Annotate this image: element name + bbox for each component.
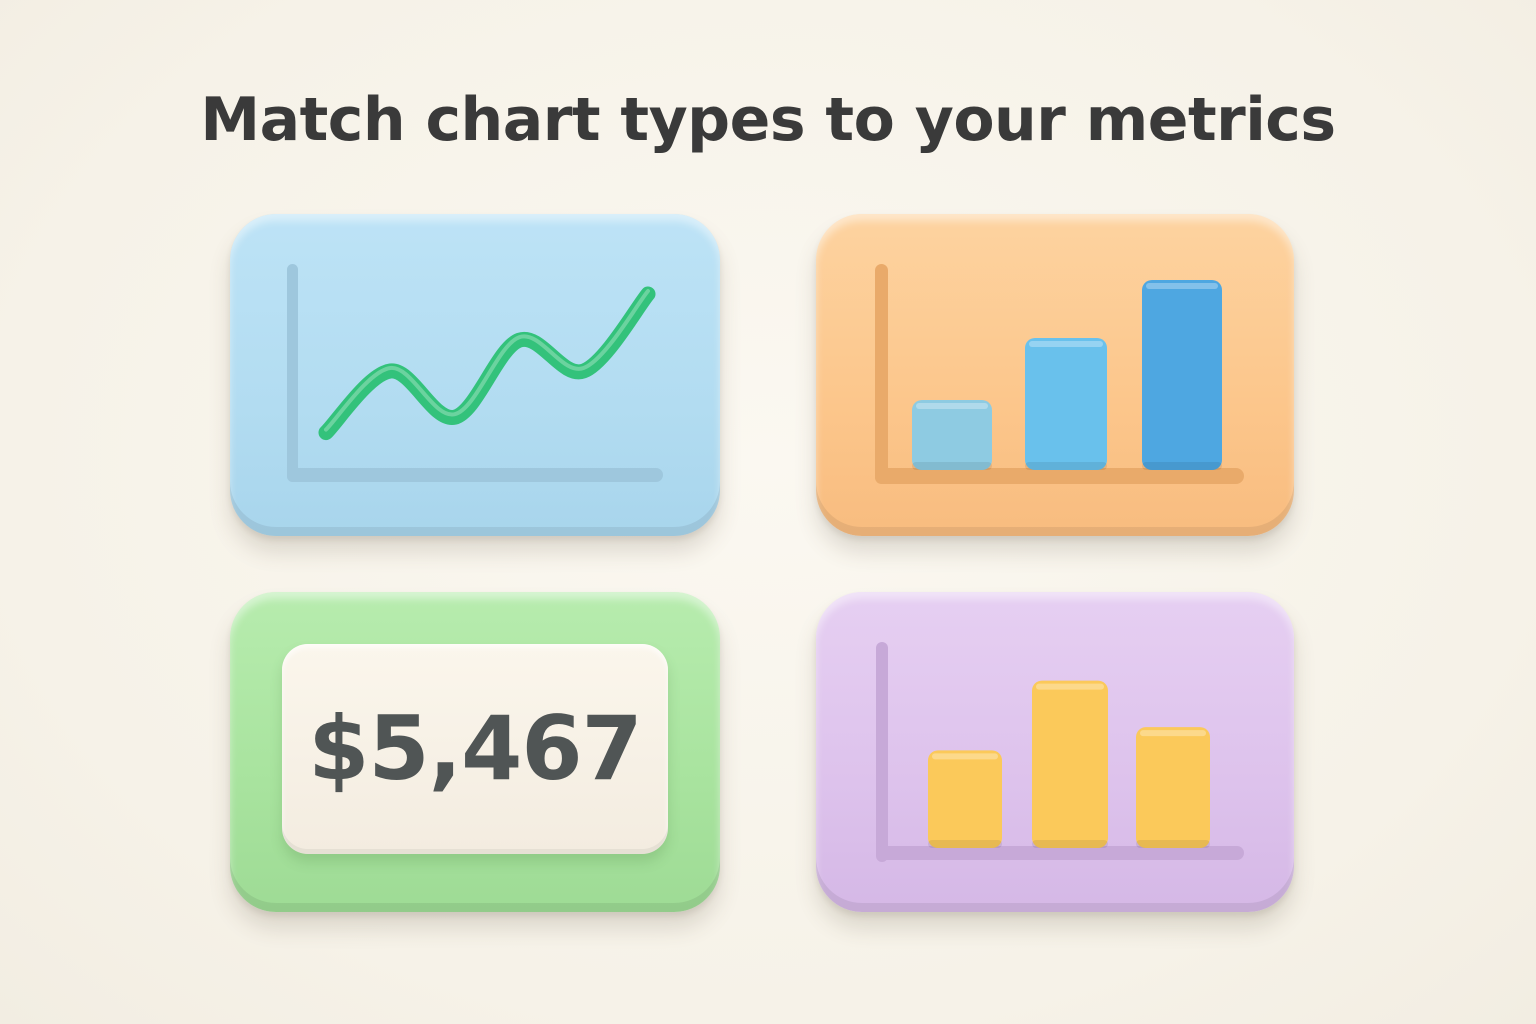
page-title: Match chart types to your metrics [200,85,1336,155]
bar-3-highlight [1146,283,1218,289]
x-axis [876,846,1244,860]
bar-1-shade [928,840,1002,848]
bar-1 [928,750,1002,848]
bar-2-shade [1025,462,1107,470]
line-chart-tile[interactable] [230,214,720,536]
bar-1-shade [912,462,992,470]
bar-3-highlight [1140,730,1206,737]
bar-1-highlight [916,403,988,409]
column-chart-icon [876,642,1244,862]
y-axis [876,642,888,862]
kpi-card: $5,467 [282,644,668,854]
bar-3 [1136,727,1210,848]
line-chart-icon [287,264,663,482]
trend-line-highlight [324,289,650,432]
bar-2 [1025,338,1107,470]
x-axis [287,468,663,482]
bar-chart-tile[interactable] [816,214,1294,536]
bar-2-highlight [1029,341,1103,347]
bar-group [912,280,1222,470]
bar-2 [1032,680,1108,848]
y-axis [875,264,888,484]
trend-line [318,286,656,441]
kpi-tile[interactable]: $5,467 [230,592,720,912]
bar-chart-icon [875,264,1244,484]
column-chart-tile[interactable] [816,592,1294,912]
bar-3-shade [1142,462,1222,470]
kpi-value: $5,467 [308,697,643,800]
bar-2-highlight [1036,683,1104,690]
bar-3 [1142,280,1222,470]
bar-1-highlight [932,753,998,760]
bar-1 [912,400,992,470]
y-axis [287,264,298,482]
bar-group [928,680,1210,848]
bar-2-shade [1032,840,1108,848]
x-axis [875,468,1244,484]
bar-3-shade [1136,840,1210,848]
